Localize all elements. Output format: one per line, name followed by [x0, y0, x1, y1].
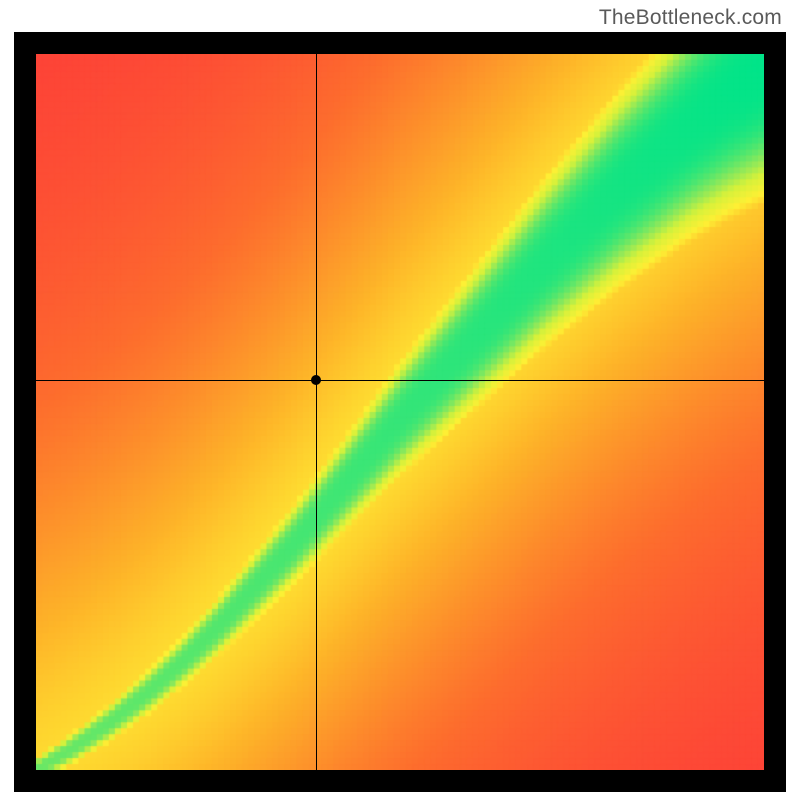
crosshair-marker	[311, 375, 321, 385]
crosshair-vertical	[316, 54, 317, 770]
heatmap-canvas	[36, 54, 764, 770]
heatmap-plot-area	[36, 54, 764, 770]
chart-outer-frame	[14, 32, 786, 792]
watermark-text: TheBottleneck.com	[599, 6, 782, 30]
crosshair-horizontal	[36, 380, 764, 381]
